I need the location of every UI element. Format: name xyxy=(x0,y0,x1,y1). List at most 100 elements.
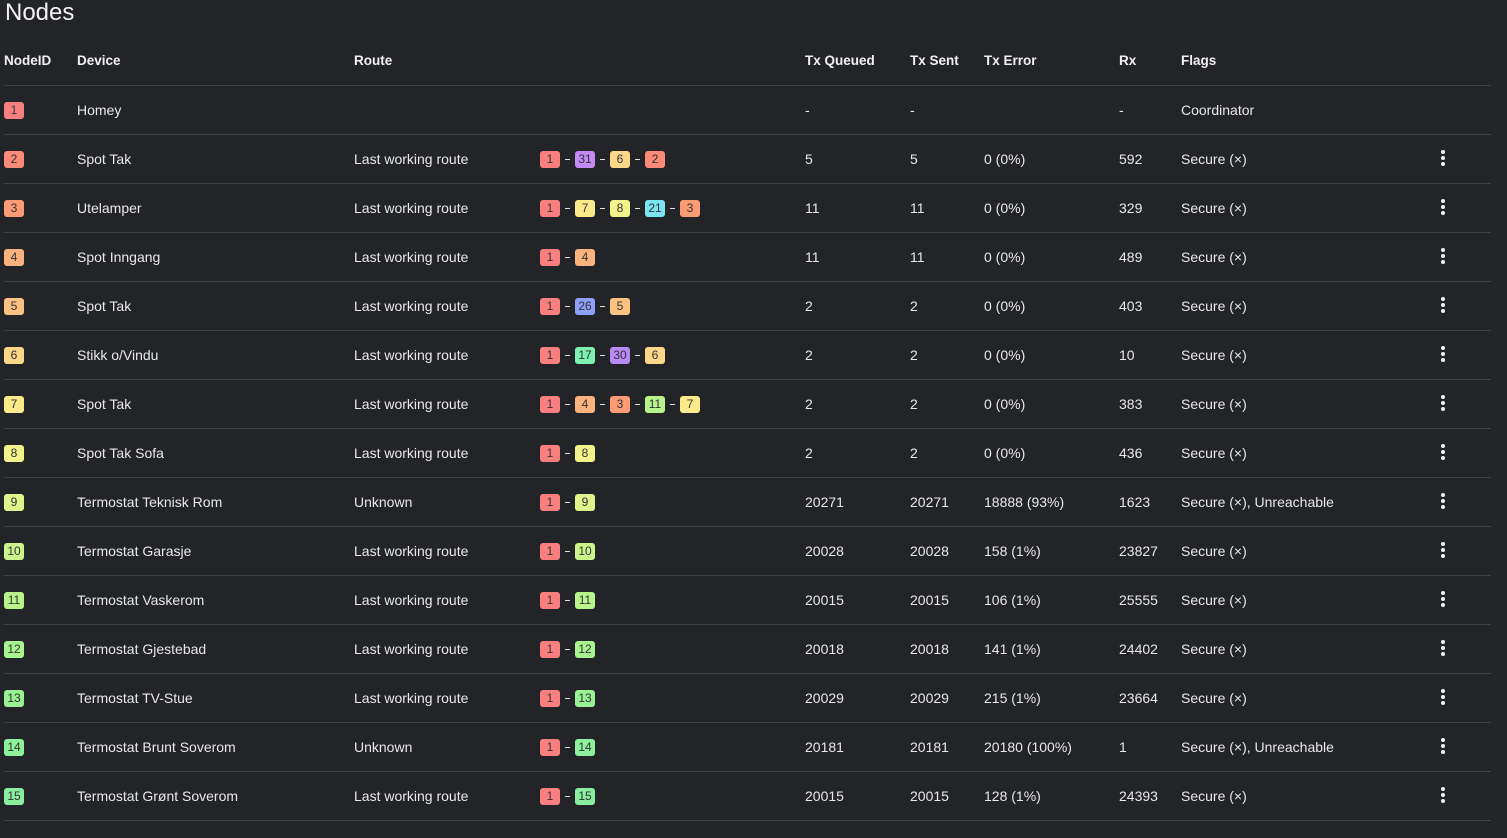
flags: Secure (×) xyxy=(1181,624,1435,674)
route-path: 1 17 30 6 xyxy=(540,330,805,380)
rx-count: 592 xyxy=(1119,134,1181,184)
tx-sent: 2 xyxy=(910,428,984,478)
column-header-nodeid[interactable]: NodeID xyxy=(4,36,77,86)
more-vert-icon[interactable] xyxy=(1435,589,1451,609)
rx-count: 23664 xyxy=(1119,673,1181,723)
table-row[interactable]: 12 Termostat Gjestebad Last working route 1… xyxy=(4,624,1491,674)
table-row[interactable]: 15 Termostat Grønt Soverom Last working ro… xyxy=(4,771,1491,821)
node-id-cell: 6 xyxy=(4,330,77,380)
more-vert-icon[interactable] xyxy=(1435,540,1451,560)
more-vert-icon[interactable] xyxy=(1435,197,1451,217)
route-type: Last working route xyxy=(354,428,540,478)
menu-dot xyxy=(1441,553,1445,558)
tx-sent: 20018 xyxy=(910,624,984,674)
tx-error: 215 (1%) xyxy=(984,673,1119,723)
node-id-cell: 11 xyxy=(4,575,77,625)
route-hop-badge: 1 xyxy=(540,444,560,462)
tx-sent: 20029 xyxy=(910,673,984,723)
tx-sent: 20271 xyxy=(910,477,984,527)
more-vert-icon[interactable] xyxy=(1435,344,1451,364)
tx-sent: 11 xyxy=(910,183,984,233)
route-hop-badge: 17 xyxy=(575,346,595,364)
rx-count: 1623 xyxy=(1119,477,1181,527)
table-row[interactable]: 1 Homey - - - Coordinator xyxy=(4,85,1491,135)
menu-dot xyxy=(1441,210,1445,215)
route-hop-separator xyxy=(600,403,605,405)
route-hop-separator xyxy=(565,452,570,454)
actions-cell xyxy=(1435,428,1491,478)
device-name: Homey xyxy=(77,85,354,135)
table-row[interactable]: 14 Termostat Brunt Soverom Unknown 1 14 20181… xyxy=(4,722,1491,772)
table-row[interactable]: 6 Stikk o/Vindu Last working route 1 17 30 6 2 2… xyxy=(4,330,1491,380)
table-row[interactable]: 13 Termostat TV-Stue Last working route 1 13… xyxy=(4,673,1491,723)
column-header-rx[interactable]: Rx xyxy=(1119,36,1181,86)
route-hop-badge: 11 xyxy=(645,395,665,413)
column-header-tx-error[interactable]: Tx Error xyxy=(984,36,1119,86)
node-id-cell: 14 xyxy=(4,722,77,772)
table-row[interactable]: 2 Spot Tak Last working route 1 31 6 2 5 5 0 (0%)… xyxy=(4,134,1491,184)
table-row[interactable]: 3 Utelamper Last working route 1 7 8 21 3 11 11 0 … xyxy=(4,183,1491,233)
menu-dot xyxy=(1441,357,1445,362)
column-header-route[interactable]: Route xyxy=(354,36,540,86)
nodes-table: NodeID Device Route Tx Queued Tx Sent Tx… xyxy=(4,36,1491,821)
flags: Secure (×) xyxy=(1181,281,1435,331)
route-hop-separator xyxy=(600,305,605,307)
more-vert-icon[interactable] xyxy=(1435,736,1451,756)
table-row[interactable]: 7 Spot Tak Last working route 1 4 3 11 7 2 2 0 (0%… xyxy=(4,379,1491,429)
node-id-cell: 12 xyxy=(4,624,77,674)
more-vert-icon[interactable] xyxy=(1435,295,1451,315)
node-id-cell: 10 xyxy=(4,526,77,576)
route-type: Last working route xyxy=(354,379,540,429)
route-hop-badge: 21 xyxy=(645,199,665,217)
route-hop-separator xyxy=(635,403,640,405)
device-name: Stikk o/Vindu xyxy=(77,330,354,380)
table-row[interactable]: 11 Termostat Vaskerom Last working route 1 1… xyxy=(4,575,1491,625)
rx-count: 1 xyxy=(1119,722,1181,772)
route-hop-badge: 4 xyxy=(575,395,595,413)
route-hop-separator xyxy=(600,207,605,209)
menu-dot xyxy=(1441,253,1445,258)
more-vert-icon[interactable] xyxy=(1435,393,1451,413)
column-header-actions xyxy=(1435,36,1491,86)
actions-cell xyxy=(1435,673,1491,723)
tx-queued: 11 xyxy=(805,183,910,233)
more-vert-icon[interactable] xyxy=(1435,687,1451,707)
device-name: Spot Tak xyxy=(77,281,354,331)
more-vert-icon[interactable] xyxy=(1435,491,1451,511)
more-vert-icon[interactable] xyxy=(1435,785,1451,805)
route-hop-separator xyxy=(670,403,675,405)
node-id-cell: 7 xyxy=(4,379,77,429)
node-id-cell: 5 xyxy=(4,281,77,331)
node-id-badge: 1 xyxy=(4,101,24,119)
column-header-flags[interactable]: Flags xyxy=(1181,36,1435,86)
menu-dot xyxy=(1441,296,1445,301)
route-type: Last working route xyxy=(354,330,540,380)
menu-dot xyxy=(1441,308,1445,313)
rx-count: 403 xyxy=(1119,281,1181,331)
tx-queued: - xyxy=(805,85,910,135)
route-hop-badge: 6 xyxy=(645,346,665,364)
table-row[interactable]: 5 Spot Tak Last working route 1 26 5 2 2 0 (0%) 4… xyxy=(4,281,1491,331)
route-hop-badge: 8 xyxy=(575,444,595,462)
menu-dot xyxy=(1441,247,1445,252)
rx-count: 10 xyxy=(1119,330,1181,380)
table-row[interactable]: 10 Termostat Garasje Last working route 1 10… xyxy=(4,526,1491,576)
menu-dot xyxy=(1441,198,1445,203)
table-row[interactable]: 8 Spot Tak Sofa Last working route 1 8 2 2 0 (0… xyxy=(4,428,1491,478)
table-row[interactable]: 9 Termostat Teknisk Rom Unknown 1 9 20271 2027… xyxy=(4,477,1491,527)
column-header-device[interactable]: Device xyxy=(77,36,354,86)
column-header-tx-queued[interactable]: Tx Queued xyxy=(805,36,910,86)
more-vert-icon[interactable] xyxy=(1435,246,1451,266)
route-hop-badge: 10 xyxy=(575,542,595,560)
menu-dot xyxy=(1441,406,1445,411)
flags: Secure (×) xyxy=(1181,575,1435,625)
route-hop-separator xyxy=(600,354,605,356)
route-hop-separator xyxy=(565,256,570,258)
column-header-tx-sent[interactable]: Tx Sent xyxy=(910,36,984,86)
tx-error: 0 (0%) xyxy=(984,428,1119,478)
table-row[interactable]: 4 Spot Inngang Last working route 1 4 11 11 0 (… xyxy=(4,232,1491,282)
more-vert-icon[interactable] xyxy=(1435,442,1451,462)
more-vert-icon[interactable] xyxy=(1435,638,1451,658)
route-hop-badge: 5 xyxy=(610,297,630,315)
more-vert-icon[interactable] xyxy=(1435,148,1451,168)
